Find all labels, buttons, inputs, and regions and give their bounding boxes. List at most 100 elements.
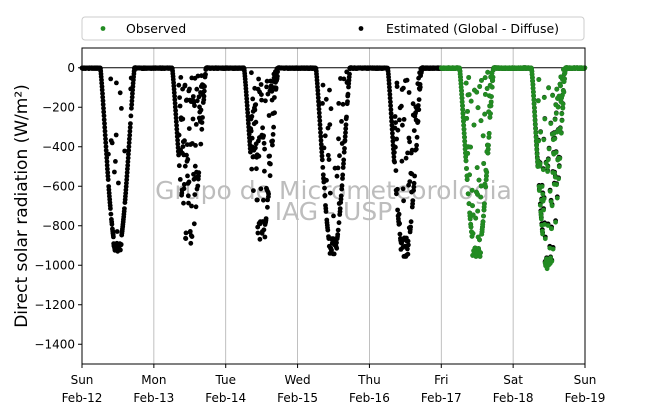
data-point bbox=[192, 192, 198, 198]
data-point bbox=[123, 184, 129, 190]
data-point bbox=[391, 154, 397, 160]
data-point bbox=[549, 258, 555, 264]
data-point bbox=[190, 94, 196, 99]
data-point bbox=[558, 130, 564, 136]
data-point bbox=[317, 114, 322, 120]
data-point bbox=[322, 185, 327, 191]
data-point bbox=[335, 227, 341, 233]
data-point bbox=[99, 87, 105, 93]
data-point bbox=[244, 103, 250, 108]
data-point bbox=[114, 229, 120, 234]
data-point bbox=[182, 82, 188, 88]
data-point bbox=[416, 107, 422, 113]
data-point bbox=[410, 101, 416, 107]
data-point bbox=[415, 119, 421, 124]
data-point bbox=[192, 163, 198, 169]
data-point bbox=[334, 173, 340, 179]
data-point bbox=[463, 80, 469, 86]
data-point bbox=[318, 134, 324, 139]
data-point bbox=[411, 180, 417, 186]
data-point bbox=[105, 170, 111, 176]
data-point bbox=[331, 213, 336, 219]
data-point bbox=[338, 193, 344, 199]
x-tick-weekday: Fri bbox=[434, 373, 448, 387]
data-point bbox=[266, 191, 271, 197]
data-point bbox=[400, 186, 406, 192]
data-point bbox=[255, 230, 261, 236]
data-point bbox=[401, 198, 406, 204]
data-point bbox=[244, 96, 250, 102]
data-point bbox=[267, 153, 272, 159]
data-point bbox=[470, 203, 475, 209]
data-point bbox=[173, 119, 179, 125]
data-point bbox=[530, 78, 535, 84]
data-point bbox=[557, 125, 563, 131]
data-point bbox=[186, 179, 192, 185]
data-point bbox=[475, 191, 480, 197]
data-point bbox=[182, 138, 187, 144]
data-point bbox=[478, 250, 483, 256]
data-point bbox=[113, 159, 118, 164]
data-point bbox=[460, 107, 466, 112]
data-point bbox=[186, 200, 191, 206]
data-point bbox=[470, 231, 476, 236]
data-point bbox=[560, 105, 566, 111]
data-point bbox=[272, 95, 277, 100]
data-point bbox=[196, 170, 202, 176]
x-tick-weekday: Thu bbox=[357, 373, 381, 387]
data-point bbox=[171, 90, 177, 96]
data-point bbox=[199, 126, 205, 132]
data-point bbox=[532, 109, 537, 115]
data-point bbox=[549, 226, 554, 232]
data-point bbox=[548, 199, 554, 205]
x-tick-weekday: Sat bbox=[503, 373, 523, 387]
data-point bbox=[341, 149, 347, 155]
data-point bbox=[109, 140, 115, 146]
data-point bbox=[485, 146, 491, 152]
x-tick-date: Feb-19 bbox=[565, 391, 606, 405]
data-point bbox=[175, 141, 181, 147]
data-point bbox=[559, 118, 565, 123]
data-point bbox=[245, 110, 251, 116]
data-point bbox=[267, 173, 273, 179]
data-point bbox=[316, 106, 322, 112]
data-point bbox=[181, 186, 187, 192]
data-point bbox=[389, 118, 394, 124]
data-point bbox=[108, 206, 113, 211]
data-point bbox=[464, 166, 469, 171]
data-point bbox=[405, 251, 411, 257]
data-point bbox=[533, 126, 538, 132]
data-point bbox=[539, 184, 545, 189]
data-point bbox=[114, 80, 119, 86]
data-point bbox=[249, 135, 255, 141]
data-point bbox=[127, 121, 133, 126]
data-point bbox=[318, 138, 324, 143]
data-point bbox=[401, 117, 407, 122]
watermark: Grupo de Micrometeorologia IAG - USP bbox=[155, 176, 512, 226]
data-point bbox=[547, 188, 553, 194]
data-point bbox=[462, 134, 467, 140]
data-point bbox=[555, 104, 561, 110]
data-point bbox=[559, 111, 565, 117]
data-point bbox=[484, 86, 490, 91]
data-point bbox=[118, 247, 123, 253]
data-point bbox=[184, 152, 189, 158]
data-point bbox=[185, 157, 191, 162]
data-point bbox=[530, 86, 536, 91]
legend: Observed Estimated (Global - Diffuse) bbox=[81, 16, 585, 41]
data-point bbox=[327, 122, 333, 127]
data-point bbox=[172, 93, 178, 99]
data-point bbox=[119, 106, 124, 111]
data-point bbox=[395, 207, 400, 213]
data-point bbox=[315, 84, 320, 90]
data-point bbox=[245, 106, 250, 112]
data-point bbox=[255, 197, 260, 203]
data-point bbox=[485, 69, 491, 75]
data-point bbox=[475, 105, 481, 111]
data-point bbox=[193, 122, 199, 127]
data-point bbox=[199, 120, 205, 125]
data-point bbox=[125, 166, 130, 172]
data-point bbox=[261, 197, 266, 203]
data-point bbox=[260, 125, 265, 131]
data-point bbox=[253, 102, 259, 107]
